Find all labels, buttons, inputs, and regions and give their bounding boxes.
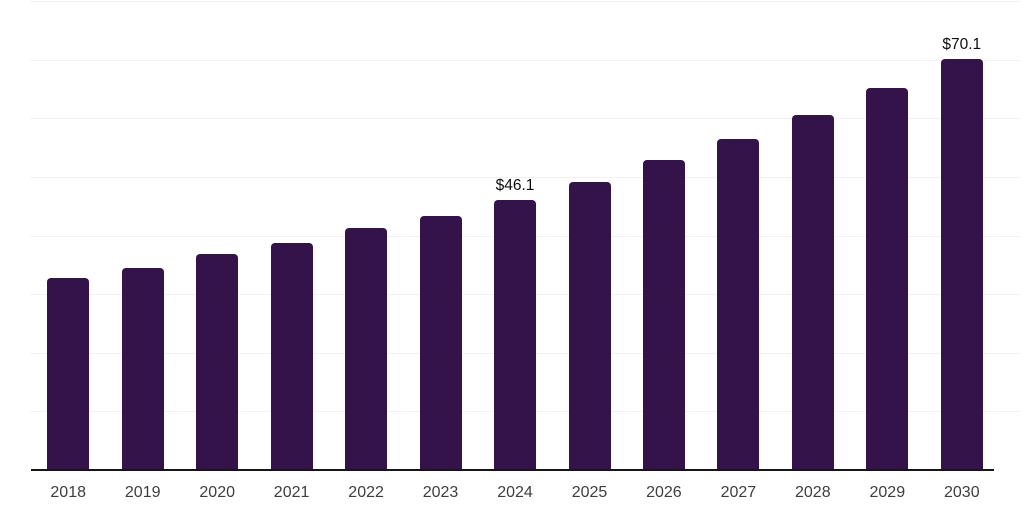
gridline-60 [30,118,1020,119]
x-tick-2023: 2023 [422,484,459,501]
bar-2025 [568,182,611,470]
x-tick-2028: 2028 [795,484,831,501]
x-tick-2030: 2030 [944,484,980,501]
x-tick-2027: 2027 [720,484,757,501]
x-tick-2025: 2025 [571,484,608,501]
bar-2023 [419,216,462,470]
bar-2019 [121,268,164,470]
bar-2026 [642,160,685,470]
bar-2028 [791,115,834,470]
x-tick-2021: 2021 [273,484,310,501]
gridline-80 [30,1,1020,2]
gridline-70 [30,60,1020,61]
bar-value-label-2024: $46.1 [495,177,535,194]
bar-2020 [196,254,239,470]
bar-2021 [270,243,313,470]
x-tick-2029: 2029 [869,484,906,501]
bar-2030 [940,59,983,470]
bar-2024 [494,200,536,470]
x-tick-2022: 2022 [348,484,384,501]
bar-2022 [345,228,388,470]
x-tick-2020: 2020 [199,484,235,501]
bar-2018 [47,278,90,470]
gridline-50 [30,177,1020,178]
x-axis-line [31,469,994,471]
x-tick-2026: 2026 [646,484,682,501]
x-tick-2019: 2019 [124,484,161,501]
x-tick-2024: 2024 [497,484,533,501]
bar-2029 [866,88,909,470]
bar-2027 [717,139,760,470]
bar-value-label-2030: $70.1 [942,36,982,53]
x-tick-2018: 2018 [50,484,86,501]
